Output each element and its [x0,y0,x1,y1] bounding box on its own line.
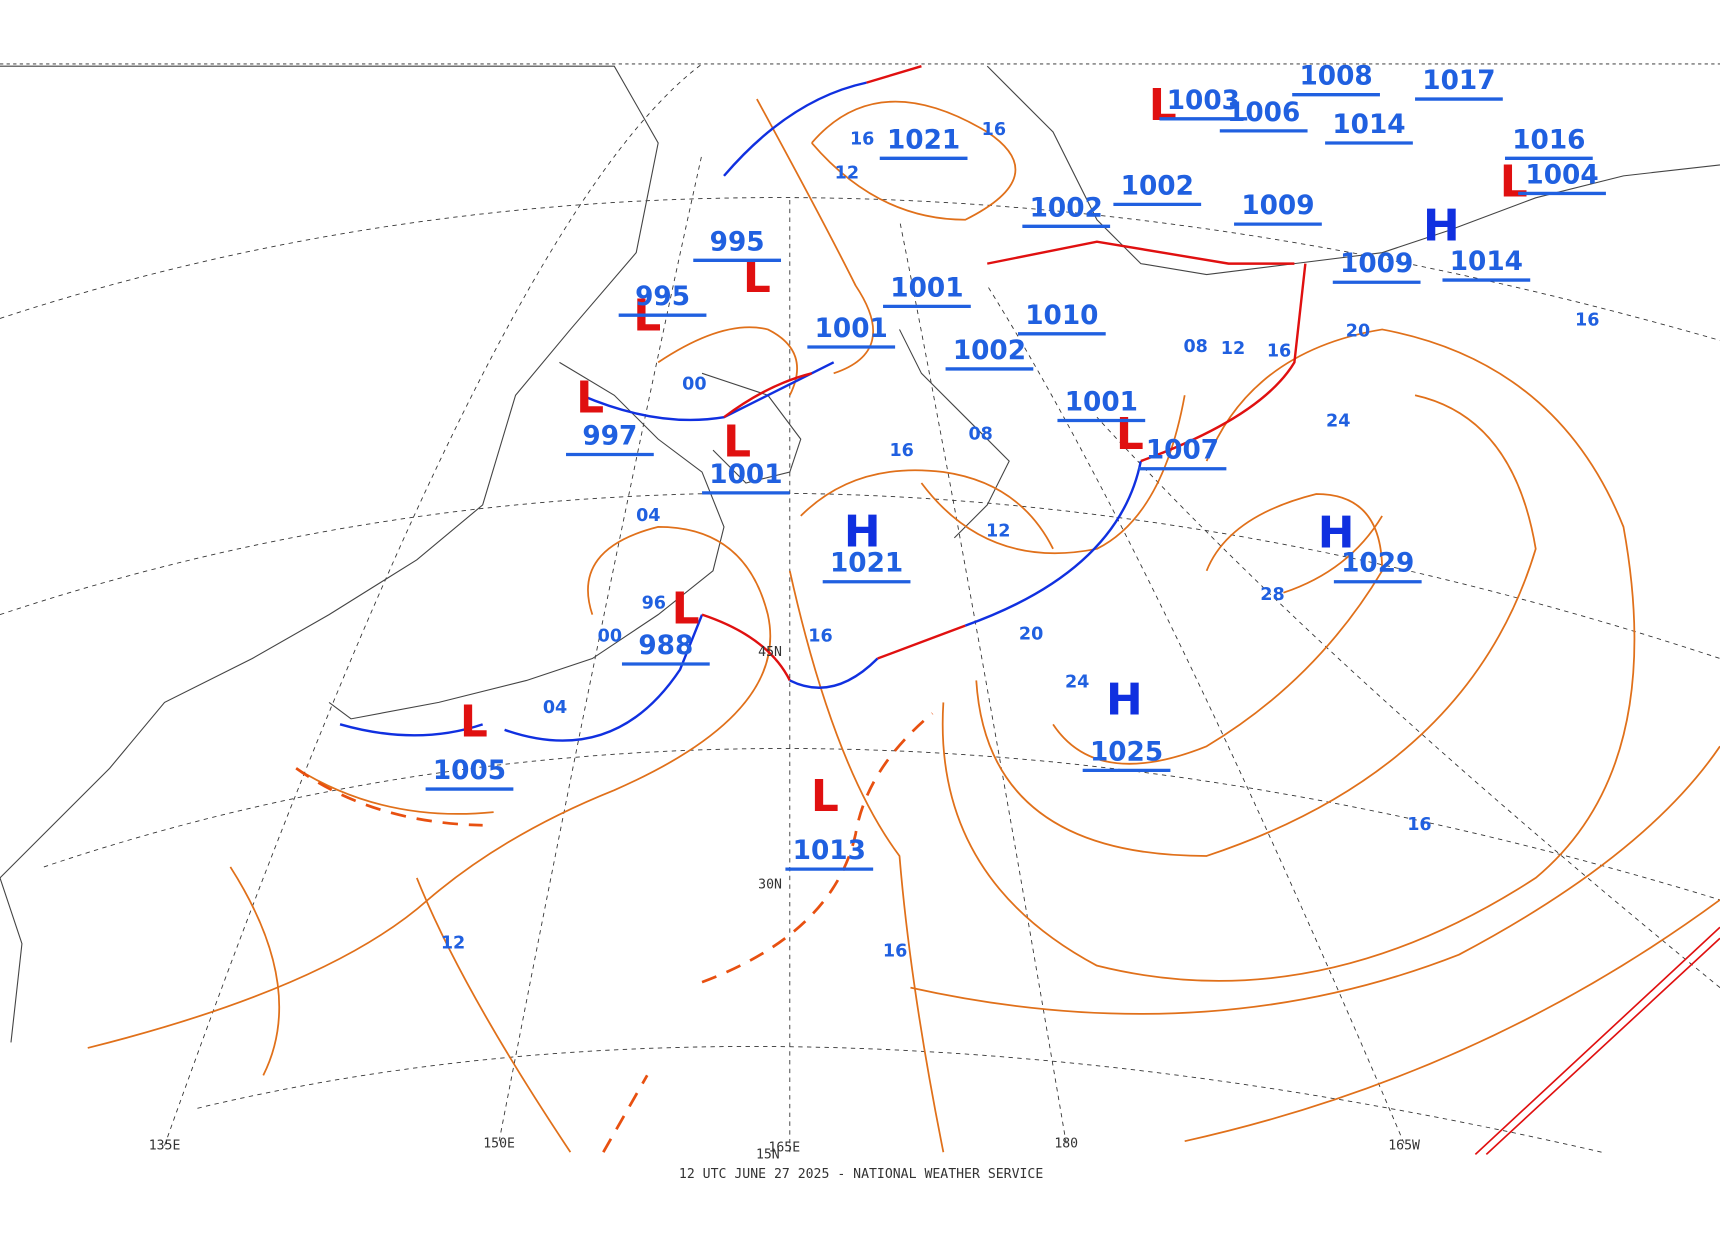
map-frame [0,63,1720,1155]
center-value: 995 [635,282,690,312]
graticule-label: 165E [768,1141,800,1156]
center-symbol: H [1318,508,1355,559]
pressure-value: 1010 [1025,301,1098,331]
isobar-label: 00 [598,627,622,647]
center-symbol: H [1106,674,1143,725]
pressure-value: 1001 [815,314,888,344]
center-symbol: L [460,696,488,747]
center-value: 1001 [709,460,782,490]
isobar-label: 20 [1346,322,1370,342]
graticule-label: 135E [149,1139,181,1154]
isobar-label: 24 [1065,673,1089,693]
center-value: 1007 [1146,436,1219,466]
fronts [295,65,1720,1155]
isobar-label: 96 [642,594,666,614]
graticule-label: 45N [758,645,782,660]
center-symbol: H [844,507,881,558]
isobar-label: 08 [968,425,992,445]
pressure-value: 1021 [887,125,960,155]
pressure-value: 1016 [1512,125,1585,155]
center-value: 1029 [1341,549,1414,579]
graticule-label: 150E [483,1136,515,1151]
pressure-value: 1001 [1065,387,1138,417]
pressure-value: 1008 [1299,62,1372,92]
graticule-label: 165W [1388,1139,1420,1154]
pressure-value: 1002 [1030,193,1103,223]
center-symbol: L [811,771,839,822]
graticule-label: 180 [1054,1136,1078,1151]
center-symbol: L [723,417,751,468]
isobars [87,98,1720,1153]
isobar-label: 16 [883,941,907,961]
center-symbol: L [1149,80,1177,131]
isobar-label: 04 [543,698,567,718]
isobar-label: 16 [808,627,832,647]
pressure-value: 1001 [890,273,963,303]
graticule-label: 15N [756,1147,780,1162]
isobar-label: 16 [850,130,874,150]
center-value: 1014 [1450,247,1523,277]
isobar-label: 04 [636,506,660,526]
pressure-value: 1017 [1422,66,1495,96]
isobar-label: 24 [1326,412,1350,432]
center-value: 1025 [1090,737,1163,767]
center-value: 988 [638,631,693,661]
pressure-value: 1009 [1241,191,1314,221]
pressure-value: 1002 [953,336,1026,366]
center-value: 1003 [1167,86,1240,116]
center-symbol: L [1500,157,1528,208]
center-value: 1005 [433,756,506,786]
isobar-label: 12 [441,934,465,954]
pressure-value: 1006 [1227,98,1300,128]
graticule [0,63,1720,1153]
center-value: 1004 [1525,160,1598,190]
center-value: 997 [582,421,637,451]
isobar-label: 12 [1221,339,1245,359]
center-value: 1021 [830,549,903,579]
isobar-label: 16 [889,441,913,461]
center-symbol: H [1423,201,1460,252]
isobar-label: 16 [1407,815,1431,835]
pressure-value: 1014 [1332,110,1405,140]
pressure-value: 1002 [1121,171,1194,201]
isobar-label: 16 [982,120,1006,140]
footer: 12 UTC JUNE 27 2025 - NATIONAL WEATHER S… [679,1167,1043,1182]
isobar-label: 08 [1183,337,1207,357]
isobar-label: 00 [682,374,706,394]
isobar-label: 20 [1019,624,1043,644]
coastlines [0,65,1720,1043]
center-symbol: L [672,583,700,634]
isobar-label: 12 [835,164,859,184]
center-symbol: L [576,373,604,424]
isobar-label: 16 [1267,341,1291,361]
center-value: 995 [710,227,765,257]
isobar-label: 12 [986,521,1010,541]
graticule-label: 30N [758,877,782,892]
isobar-label: 16 [1575,311,1599,331]
center-value: 1013 [793,836,866,866]
pressure-value: 1009 [1340,249,1413,279]
isobar-label: 28 [1260,585,1284,605]
center-symbol: L [1116,409,1144,460]
